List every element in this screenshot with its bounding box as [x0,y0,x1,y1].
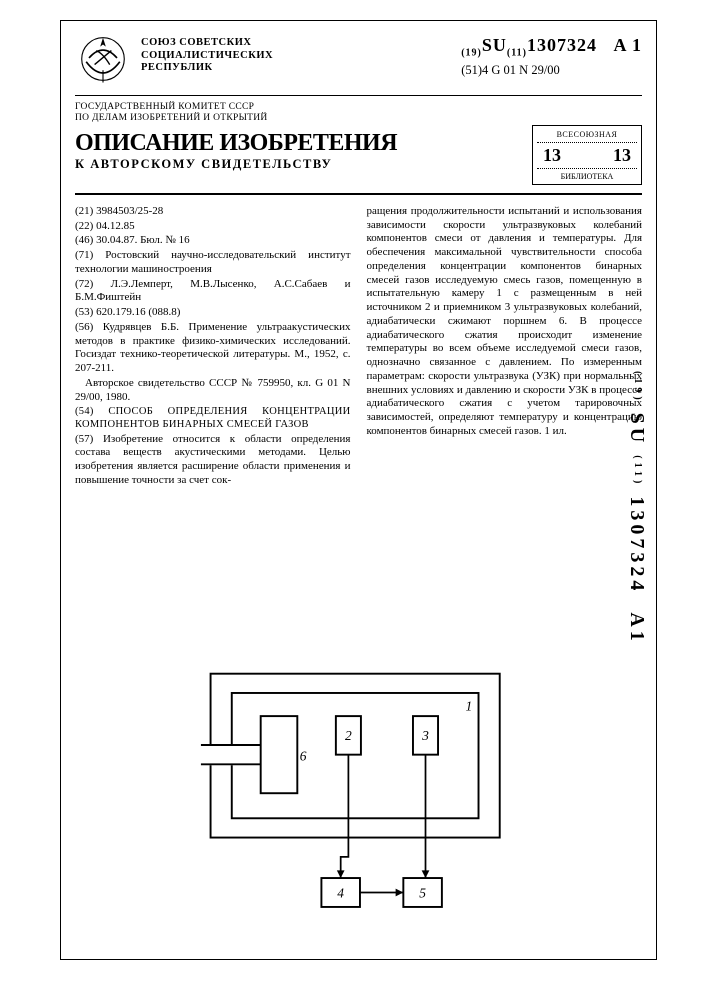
union-text: СОЮЗ СОВЕТСКИХ СОЦИАЛИСТИЧЕСКИХ РЕСПУБЛИ… [141,31,273,75]
stamp-num: 13 [543,145,561,166]
union-line: СОЮЗ СОВЕТСКИХ [141,37,273,50]
left-column: (21) 3984503/25-28 (22) 04.12.85 (46) 30… [75,205,351,489]
svg-text:1: 1 [465,698,472,713]
stamp-bot: БИБЛИОТЕКА [537,172,637,181]
union-line: СОЦИАЛИСТИЧЕСКИХ [141,50,273,63]
kind-code: A 1 [613,35,642,55]
committee-line: ПО ДЕЛАМ ИЗОБРЕТЕНИЙ И ОТКРЫТИЙ [75,113,642,124]
svg-text:2: 2 [345,728,352,743]
page: СОЮЗ СОВЕТСКИХ СОЦИАЛИСТИЧЕСКИХ РЕСПУБЛИ… [0,0,707,1000]
two-columns: (21) 3984503/25-28 (22) 04.12.85 (46) 30… [61,205,656,489]
code-19: (19) [461,48,482,59]
svg-text:6: 6 [299,748,306,763]
biblio-21: (21) 3984503/25-28 [75,205,351,219]
biblio-56b: Авторское свидетельство СССР № 759950, к… [75,377,351,405]
abstract-a: (57) Изобретение относится к области опр… [75,433,351,488]
svg-text:3: 3 [421,728,429,743]
patent-number: 1307324 [527,35,597,55]
header: СОЮЗ СОВЕТСКИХ СОЦИАЛИСТИЧЕСКИХ РЕСПУБЛИ… [61,21,656,87]
biblio-46: (46) 30.04.87. Бюл. № 16 [75,234,351,248]
biblio-71: (71) Ростовский научно-исследовательский… [75,249,351,277]
stamp-top: ВСЕСОЮЗНАЯ [537,130,637,139]
ussr-crest-icon [75,31,131,87]
code-11: (11) [507,48,527,59]
right-column: ращения продолжительности испытаний и ис… [367,205,643,489]
biblio-54: (54) СПОСОБ ОПРЕДЕЛЕНИЯ КОНЦЕНТРАЦИИ КОМ… [75,405,351,431]
stamp-num: 13 [613,145,631,166]
figure-area: 6 2 3 1 4 5 [61,659,656,959]
side-country: SU [626,413,648,447]
side-patent-number: (19) SU (11) 1307324 A1 [625,371,648,645]
ipc-code: (51)4 G 01 N 29/00 [461,63,642,78]
svg-text:4: 4 [337,885,344,900]
union-line: РЕСПУБЛИК [141,62,273,75]
divider [75,95,642,96]
abstract-b: ращения продолжительности испытаний и ис… [367,205,643,439]
library-stamp: ВСЕСОЮЗНАЯ 13 13 БИБЛИОТЕКА [532,125,642,185]
svg-text:5: 5 [419,885,426,900]
biblio-22: (22) 04.12.85 [75,220,351,234]
biblio-53: (53) 620.179.16 (088.8) [75,306,351,320]
su-number-line: (19)SU(11)1307324 A 1 [461,35,642,59]
doc-codes: (19)SU(11)1307324 A 1 (51)4 G 01 N 29/00 [461,31,642,78]
biblio-56: (56) Кудрявцев Б.Б. Применение ультрааку… [75,321,351,376]
side-kind: A1 [626,612,648,644]
side-number: 1307324 [626,496,648,594]
title-sub: К АВТОРСКОМУ СВИДЕТЕЛЬСТВУ [75,157,520,172]
committee-line: ГОСУДАРСТВЕННЫЙ КОМИТЕТ СССР [75,102,642,113]
country-code: SU [482,35,507,55]
title-block: ОПИСАНИЕ ИЗОБРЕТЕНИЯ К АВТОРСКОМУ СВИДЕТ… [61,131,656,191]
title-main: ОПИСАНИЕ ИЗОБРЕТЕНИЯ [75,131,520,155]
biblio-72: (72) Л.Э.Лемперт, М.В.Лысенко, А.С.Сабае… [75,278,351,306]
page-frame: СОЮЗ СОВЕТСКИХ СОЦИАЛИСТИЧЕСКИХ РЕСПУБЛИ… [60,20,657,960]
bold-divider [75,193,642,195]
figure-diagram: 6 2 3 1 4 5 [199,669,519,929]
